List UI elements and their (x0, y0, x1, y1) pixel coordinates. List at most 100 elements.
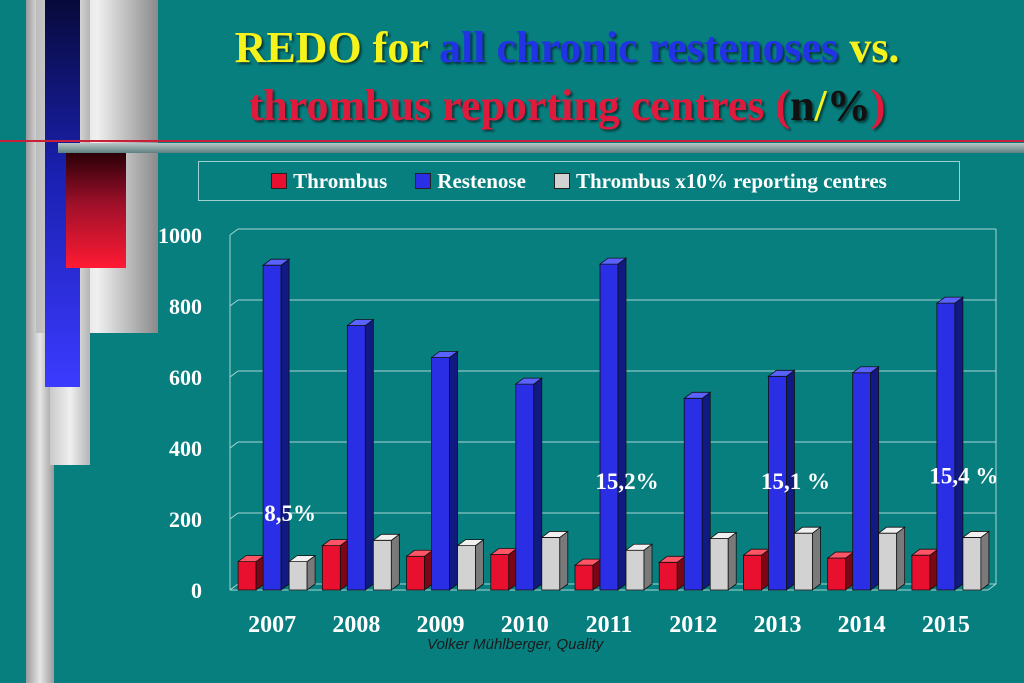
title-rule (0, 140, 1024, 142)
bar-thrombus (490, 554, 510, 591)
x-tick-label: 2013 (753, 612, 801, 638)
bar-thrombus (658, 561, 678, 591)
bar-restenose-side (617, 257, 627, 591)
bar-reporting (541, 537, 561, 591)
legend-item-restenose: Restenose (415, 169, 526, 194)
gridline-side (229, 512, 239, 520)
bar-restenose-side (701, 391, 711, 591)
x-tick-label: 2008 (332, 612, 380, 638)
bar-restenose-top (430, 351, 459, 358)
bar-thrombus (237, 561, 257, 591)
bar-thrombus (321, 545, 341, 591)
decor-bar-red (66, 153, 126, 268)
legend-swatch-restenose (415, 173, 432, 189)
bar-restenose-side (533, 377, 543, 591)
bar-restenose-side (364, 318, 374, 591)
bar-restenose-top (851, 366, 880, 374)
y-tick-label: 400 (169, 436, 202, 461)
y-tick-label: 200 (169, 507, 202, 532)
gridline-side (229, 299, 239, 307)
bar-restenose (683, 397, 703, 591)
bar-restenose-side (280, 258, 290, 591)
footer-author: Volker Mühlberger, Quality (427, 636, 604, 653)
gridline-side (229, 441, 239, 449)
x-tick-label: 2010 (501, 612, 549, 638)
bar-restenose-top (514, 377, 543, 385)
y-tick-label: 600 (169, 365, 202, 390)
chart-legend: Thrombus Restenose Thrombus x10% reporti… (198, 161, 960, 201)
bar-reporting-top (961, 531, 991, 538)
bar-restenose (852, 372, 872, 591)
bar-restenose (936, 302, 956, 591)
title-chronic: all chronic restenoses (439, 23, 839, 72)
bar-reporting-side (727, 531, 737, 591)
bar-restenose-top (767, 369, 796, 377)
legend-label-reporting: Thrombus x10% reporting centres (575, 168, 887, 193)
bar-thrombus (574, 564, 594, 591)
x-axis-side (987, 583, 997, 591)
y-tick-label: 800 (169, 294, 202, 319)
bar-reporting-top (624, 543, 654, 551)
bar-reporting (878, 532, 898, 591)
title-n: n (790, 81, 815, 130)
bar-reporting (962, 537, 982, 591)
bar-restenose (599, 263, 619, 591)
y-tick-label: 0 (191, 578, 202, 603)
title-line-1: REDO for all chronic restenoses vs. (0, 22, 1024, 74)
bar-restenose-side (870, 365, 880, 591)
bar-thrombus (911, 554, 931, 591)
bar-reporting-side (896, 526, 906, 591)
title-slash: / (814, 81, 827, 130)
bar-reporting (625, 549, 645, 591)
bar-reporting (709, 538, 729, 591)
title-line-2: thrombus reporting centres (n/%) (0, 80, 1024, 132)
bar-reporting-side (812, 526, 821, 591)
bar-restenose-top (683, 391, 712, 399)
title-close: ) (870, 81, 886, 130)
bar-reporting-top (372, 533, 401, 541)
bar-restenose-side (954, 296, 964, 591)
bar-reporting (457, 545, 476, 591)
bar-restenose (431, 357, 450, 591)
percent-annotation: 15,2% (595, 469, 658, 494)
title-vs: vs. (838, 23, 900, 72)
bar-thrombus (406, 555, 425, 591)
title-percent: % (826, 81, 871, 130)
bar-thrombus (827, 557, 847, 591)
bar-reporting-top (877, 526, 906, 534)
x-tick-label: 2012 (669, 612, 717, 638)
percent-annotation: 15,4 % (929, 464, 998, 489)
y-tick-label: 1000 (158, 223, 202, 248)
bar-reporting-top (540, 531, 569, 538)
bar-reporting-side (390, 533, 400, 591)
bar-reporting (372, 539, 392, 591)
bar-restenose-top (261, 258, 291, 266)
legend-label-restenose: Restenose (437, 168, 526, 193)
bar-restenose-top (598, 257, 628, 265)
title-redo: REDO for (234, 23, 440, 72)
gridline-side (229, 370, 239, 378)
bar-reporting-top (287, 555, 317, 562)
bar-restenose (262, 264, 282, 591)
gridline-side (229, 583, 239, 591)
legend-item-reporting: Thrombus x10% reporting centres (553, 168, 887, 194)
gridline-side (229, 228, 239, 236)
bar-reporting (794, 532, 813, 591)
x-tick-label: 2007 (248, 612, 296, 638)
legend-swatch-reporting (553, 173, 570, 189)
bar-reporting-side (643, 543, 653, 591)
bar-reporting-top (709, 532, 738, 539)
bar-reporting-top (793, 526, 822, 534)
x-tick-label: 2014 (838, 612, 886, 638)
title-shadow-rule (58, 143, 1024, 153)
title-thrombus: thrombus reporting centres ( (248, 81, 791, 130)
bar-reporting (288, 561, 308, 591)
x-tick-label: 2015 (922, 612, 970, 638)
x-tick-label: 2009 (417, 612, 465, 638)
bar-restenose-side (449, 350, 458, 591)
bar-thrombus (743, 554, 762, 591)
percent-annotation: 15,1 % (761, 469, 830, 494)
x-tick-label: 2011 (586, 612, 633, 638)
bar-restenose (515, 383, 535, 591)
